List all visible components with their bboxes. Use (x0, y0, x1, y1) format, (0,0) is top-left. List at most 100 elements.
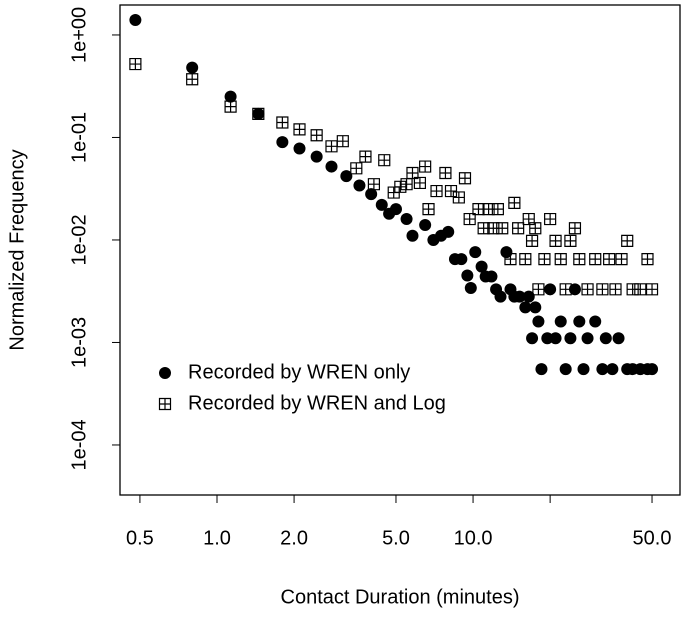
point (532, 283, 545, 296)
point (554, 253, 567, 266)
point (442, 225, 455, 238)
point (293, 123, 306, 136)
y-tick-label: 1e-03 (68, 317, 90, 368)
point (419, 218, 432, 231)
point (612, 332, 625, 345)
y-tick-label: 1e-01 (68, 112, 90, 163)
point (541, 332, 554, 345)
point (430, 184, 443, 198)
point (529, 301, 542, 314)
point (525, 234, 539, 247)
point (559, 363, 572, 376)
point (276, 136, 289, 149)
point (475, 260, 488, 273)
point (378, 154, 391, 167)
point (461, 269, 474, 282)
point (455, 253, 468, 266)
point (310, 129, 323, 142)
point (293, 142, 306, 155)
point (367, 178, 381, 191)
point (621, 234, 634, 247)
point (413, 176, 426, 190)
point (508, 196, 521, 209)
point (496, 222, 509, 235)
point (325, 140, 338, 153)
point (538, 253, 551, 266)
point (564, 234, 577, 247)
y-tick-label: 1e-02 (68, 214, 90, 265)
point (129, 13, 142, 26)
point (596, 363, 609, 376)
point (559, 283, 572, 296)
point (581, 332, 594, 345)
point (350, 162, 363, 175)
x-axis-label: Contact Duration (minutes) (281, 586, 520, 608)
point (564, 332, 577, 345)
point (589, 253, 602, 266)
point (519, 301, 532, 314)
point (596, 283, 609, 296)
point (529, 222, 542, 235)
point (444, 184, 458, 198)
point (645, 283, 659, 296)
point (568, 283, 581, 296)
point (400, 213, 413, 226)
point (186, 61, 199, 74)
point (599, 332, 612, 345)
point (458, 172, 472, 185)
point (353, 179, 366, 192)
point (359, 150, 372, 163)
legend-label: Recorded by WREN and Log (188, 392, 446, 414)
x-tick-label: 0.5 (126, 527, 154, 549)
point (406, 166, 419, 180)
point (519, 253, 532, 266)
point (406, 229, 419, 242)
point (512, 222, 525, 235)
point (589, 315, 602, 328)
point (276, 116, 289, 129)
point (513, 290, 526, 303)
point (568, 222, 582, 235)
point (129, 57, 142, 71)
point (522, 212, 535, 226)
legend-marker (159, 367, 171, 379)
point (646, 363, 659, 376)
point (615, 253, 628, 266)
point (609, 283, 622, 296)
y-axis-label: Normalized Frequency (6, 149, 28, 350)
point (463, 212, 476, 226)
point (325, 160, 338, 173)
legend-label: Recorded by WREN only (188, 361, 410, 383)
point (494, 290, 507, 303)
point (500, 246, 513, 259)
point (573, 315, 586, 328)
point (544, 283, 557, 296)
x-tick-label: 5.0 (382, 527, 410, 549)
point (389, 203, 402, 216)
point (469, 246, 482, 259)
x-tick-label: 50.0 (633, 527, 672, 549)
point (603, 253, 616, 266)
point (310, 150, 323, 163)
point (485, 270, 498, 283)
point (522, 290, 535, 303)
point (581, 283, 594, 296)
y-tick-label: 1e-04 (68, 419, 90, 470)
point (375, 198, 388, 211)
point (544, 212, 557, 226)
point (419, 160, 432, 173)
point (491, 203, 504, 216)
point (452, 191, 465, 204)
y-tick-label: 1e+00 (68, 7, 90, 63)
point (549, 332, 562, 345)
point (573, 253, 586, 266)
x-tick-label: 10.0 (454, 527, 493, 549)
plot-frame (119, 4, 681, 496)
point (634, 283, 647, 296)
point (336, 135, 349, 148)
point (252, 107, 265, 120)
point (504, 253, 517, 266)
point (535, 363, 548, 376)
point (577, 363, 590, 376)
